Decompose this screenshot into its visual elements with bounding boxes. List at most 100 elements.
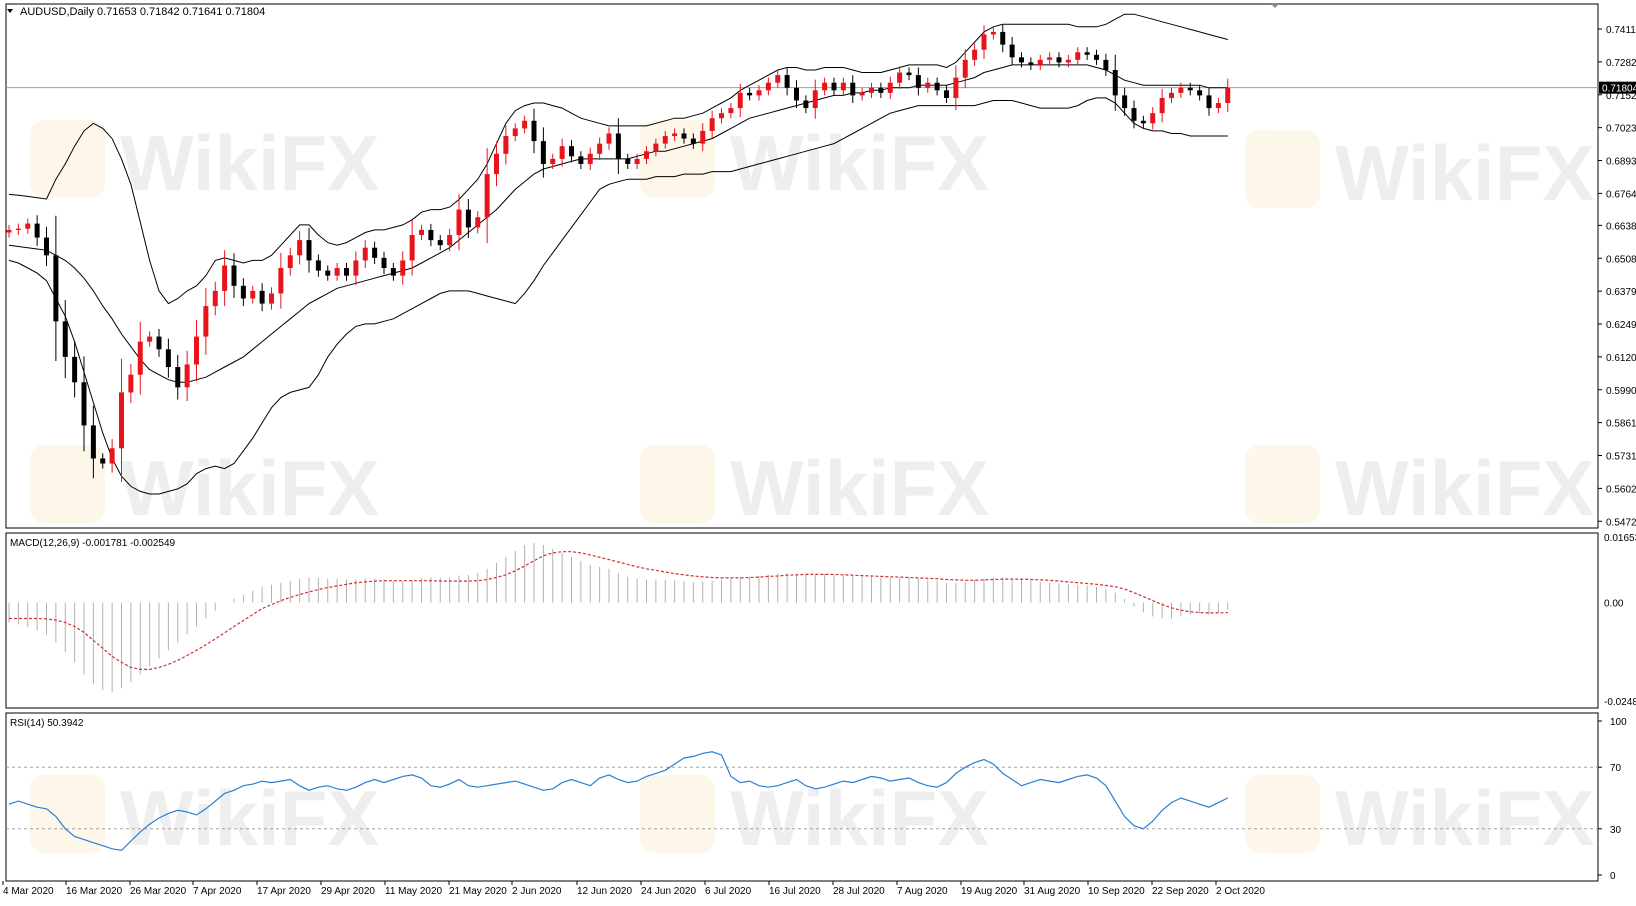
candle-bull[interactable] (887, 82, 893, 93)
candle-bull[interactable] (287, 255, 293, 269)
candle-bear[interactable] (1000, 31, 1006, 45)
candle-bear[interactable] (690, 138, 696, 144)
candle-bull[interactable] (925, 82, 931, 88)
candle-bear[interactable] (784, 75, 790, 88)
candle-bull[interactable] (447, 235, 453, 246)
candle-bear[interactable] (465, 209, 471, 228)
candle-bull[interactable] (822, 82, 828, 91)
candle-bull[interactable] (587, 153, 593, 164)
candle-bear[interactable] (1056, 57, 1062, 63)
candle-bear[interactable] (1028, 62, 1034, 65)
candle-bull[interactable] (494, 153, 499, 175)
candle-bull[interactable] (812, 90, 818, 109)
candle-bear[interactable] (325, 270, 331, 276)
candle-bull[interactable] (653, 143, 659, 152)
candle-bear[interactable] (1112, 70, 1118, 96)
candle-bull[interactable] (250, 290, 256, 299)
candle-bear[interactable] (531, 120, 537, 142)
macd-pane[interactable]: MACD(12,26,9) -0.001781 -0.002549 (8, 538, 1229, 693)
candle-bear[interactable] (1131, 108, 1137, 121)
candle-bull[interactable] (269, 293, 274, 304)
candle-bull[interactable] (559, 146, 565, 159)
candle-bull[interactable] (419, 229, 424, 236)
rsi-pane[interactable]: RSI(14) 50.3942 (6, 718, 1598, 852)
candle-bull[interactable] (981, 34, 987, 50)
candle-bear[interactable] (165, 349, 171, 368)
candle-bull[interactable] (212, 290, 218, 307)
collapse-triangle-icon[interactable] (7, 9, 13, 13)
candle-bull[interactable] (859, 92, 865, 96)
candle-bear[interactable] (831, 82, 837, 91)
candle-bear[interactable] (53, 255, 59, 322)
candle-bear[interactable] (934, 82, 940, 91)
candle-bull[interactable] (353, 260, 359, 276)
candle-bull[interactable] (475, 217, 481, 228)
candle-bull[interactable] (897, 72, 903, 83)
candle-bear[interactable] (681, 133, 687, 139)
candle-bear[interactable] (1140, 120, 1146, 124)
candle-bull[interactable] (672, 133, 678, 137)
candle-bear[interactable] (1094, 54, 1099, 60)
candle-bull[interactable] (6, 229, 12, 233)
candle-bear[interactable] (625, 158, 631, 164)
candle-bull[interactable] (1047, 57, 1053, 60)
candle-bear[interactable] (1187, 87, 1193, 91)
candle-bull[interactable] (1178, 87, 1184, 93)
chart-shift-marker-icon[interactable] (1270, 3, 1280, 8)
candle-bear[interactable] (1206, 95, 1212, 109)
candle-bull[interactable] (662, 136, 668, 144)
candle-bear[interactable] (156, 336, 162, 350)
candle-bear[interactable] (1122, 95, 1128, 109)
candle-bear[interactable] (915, 75, 921, 88)
candle-bear[interactable] (1019, 57, 1024, 63)
candle-bull[interactable] (194, 336, 199, 365)
candle-bear[interactable] (34, 223, 40, 238)
candle-bull[interactable] (990, 31, 996, 35)
candle-bear[interactable] (794, 87, 799, 101)
candle-bear[interactable] (81, 382, 87, 426)
candle-bull[interactable] (737, 92, 743, 109)
candle-bull[interactable] (634, 158, 640, 164)
candle-bear[interactable] (1084, 52, 1090, 55)
candle-bear[interactable] (372, 247, 378, 258)
candle-bull[interactable] (503, 136, 509, 154)
candle-bull[interactable] (137, 341, 143, 375)
candle-bull[interactable] (203, 306, 209, 337)
candle-bull[interactable] (728, 108, 734, 114)
candle-bull[interactable] (719, 113, 724, 119)
candle-bear[interactable] (175, 367, 181, 388)
candle-bull[interactable] (1215, 103, 1221, 109)
candle-bear[interactable] (231, 265, 237, 286)
candle-bear[interactable] (100, 458, 106, 464)
candle-bear[interactable] (240, 285, 246, 299)
candle-bear[interactable] (62, 321, 68, 357)
candle-bull[interactable] (709, 118, 715, 131)
candle-bear[interactable] (72, 356, 78, 383)
candle-bull[interactable] (297, 240, 303, 256)
candle-bear[interactable] (578, 156, 584, 164)
candle-bull[interactable] (1075, 52, 1081, 60)
candle-bull[interactable] (184, 364, 190, 388)
candle-bull[interactable] (1169, 92, 1174, 98)
candle-bull[interactable] (25, 223, 31, 229)
candle-bear[interactable] (850, 82, 856, 96)
candle-bear[interactable] (44, 237, 49, 256)
candle-bull[interactable] (1037, 59, 1043, 65)
candle-bear[interactable] (1009, 44, 1015, 58)
candle-bear[interactable] (906, 72, 912, 76)
candle-bull[interactable] (1225, 87, 1231, 104)
candle-bull[interactable] (119, 392, 124, 449)
candle-bull[interactable] (147, 336, 153, 342)
candle-bull[interactable] (1065, 59, 1071, 63)
candle-bull[interactable] (109, 448, 115, 464)
candle-bear[interactable] (747, 92, 753, 96)
candle-bear[interactable] (540, 141, 546, 164)
candle-bull[interactable] (484, 174, 490, 218)
candle-bear[interactable] (437, 240, 443, 246)
candle-bull[interactable] (840, 82, 846, 91)
candle-bull[interactable] (765, 82, 771, 91)
price-pane[interactable] (6, 13, 1598, 495)
candle-bear[interactable] (1197, 90, 1203, 96)
